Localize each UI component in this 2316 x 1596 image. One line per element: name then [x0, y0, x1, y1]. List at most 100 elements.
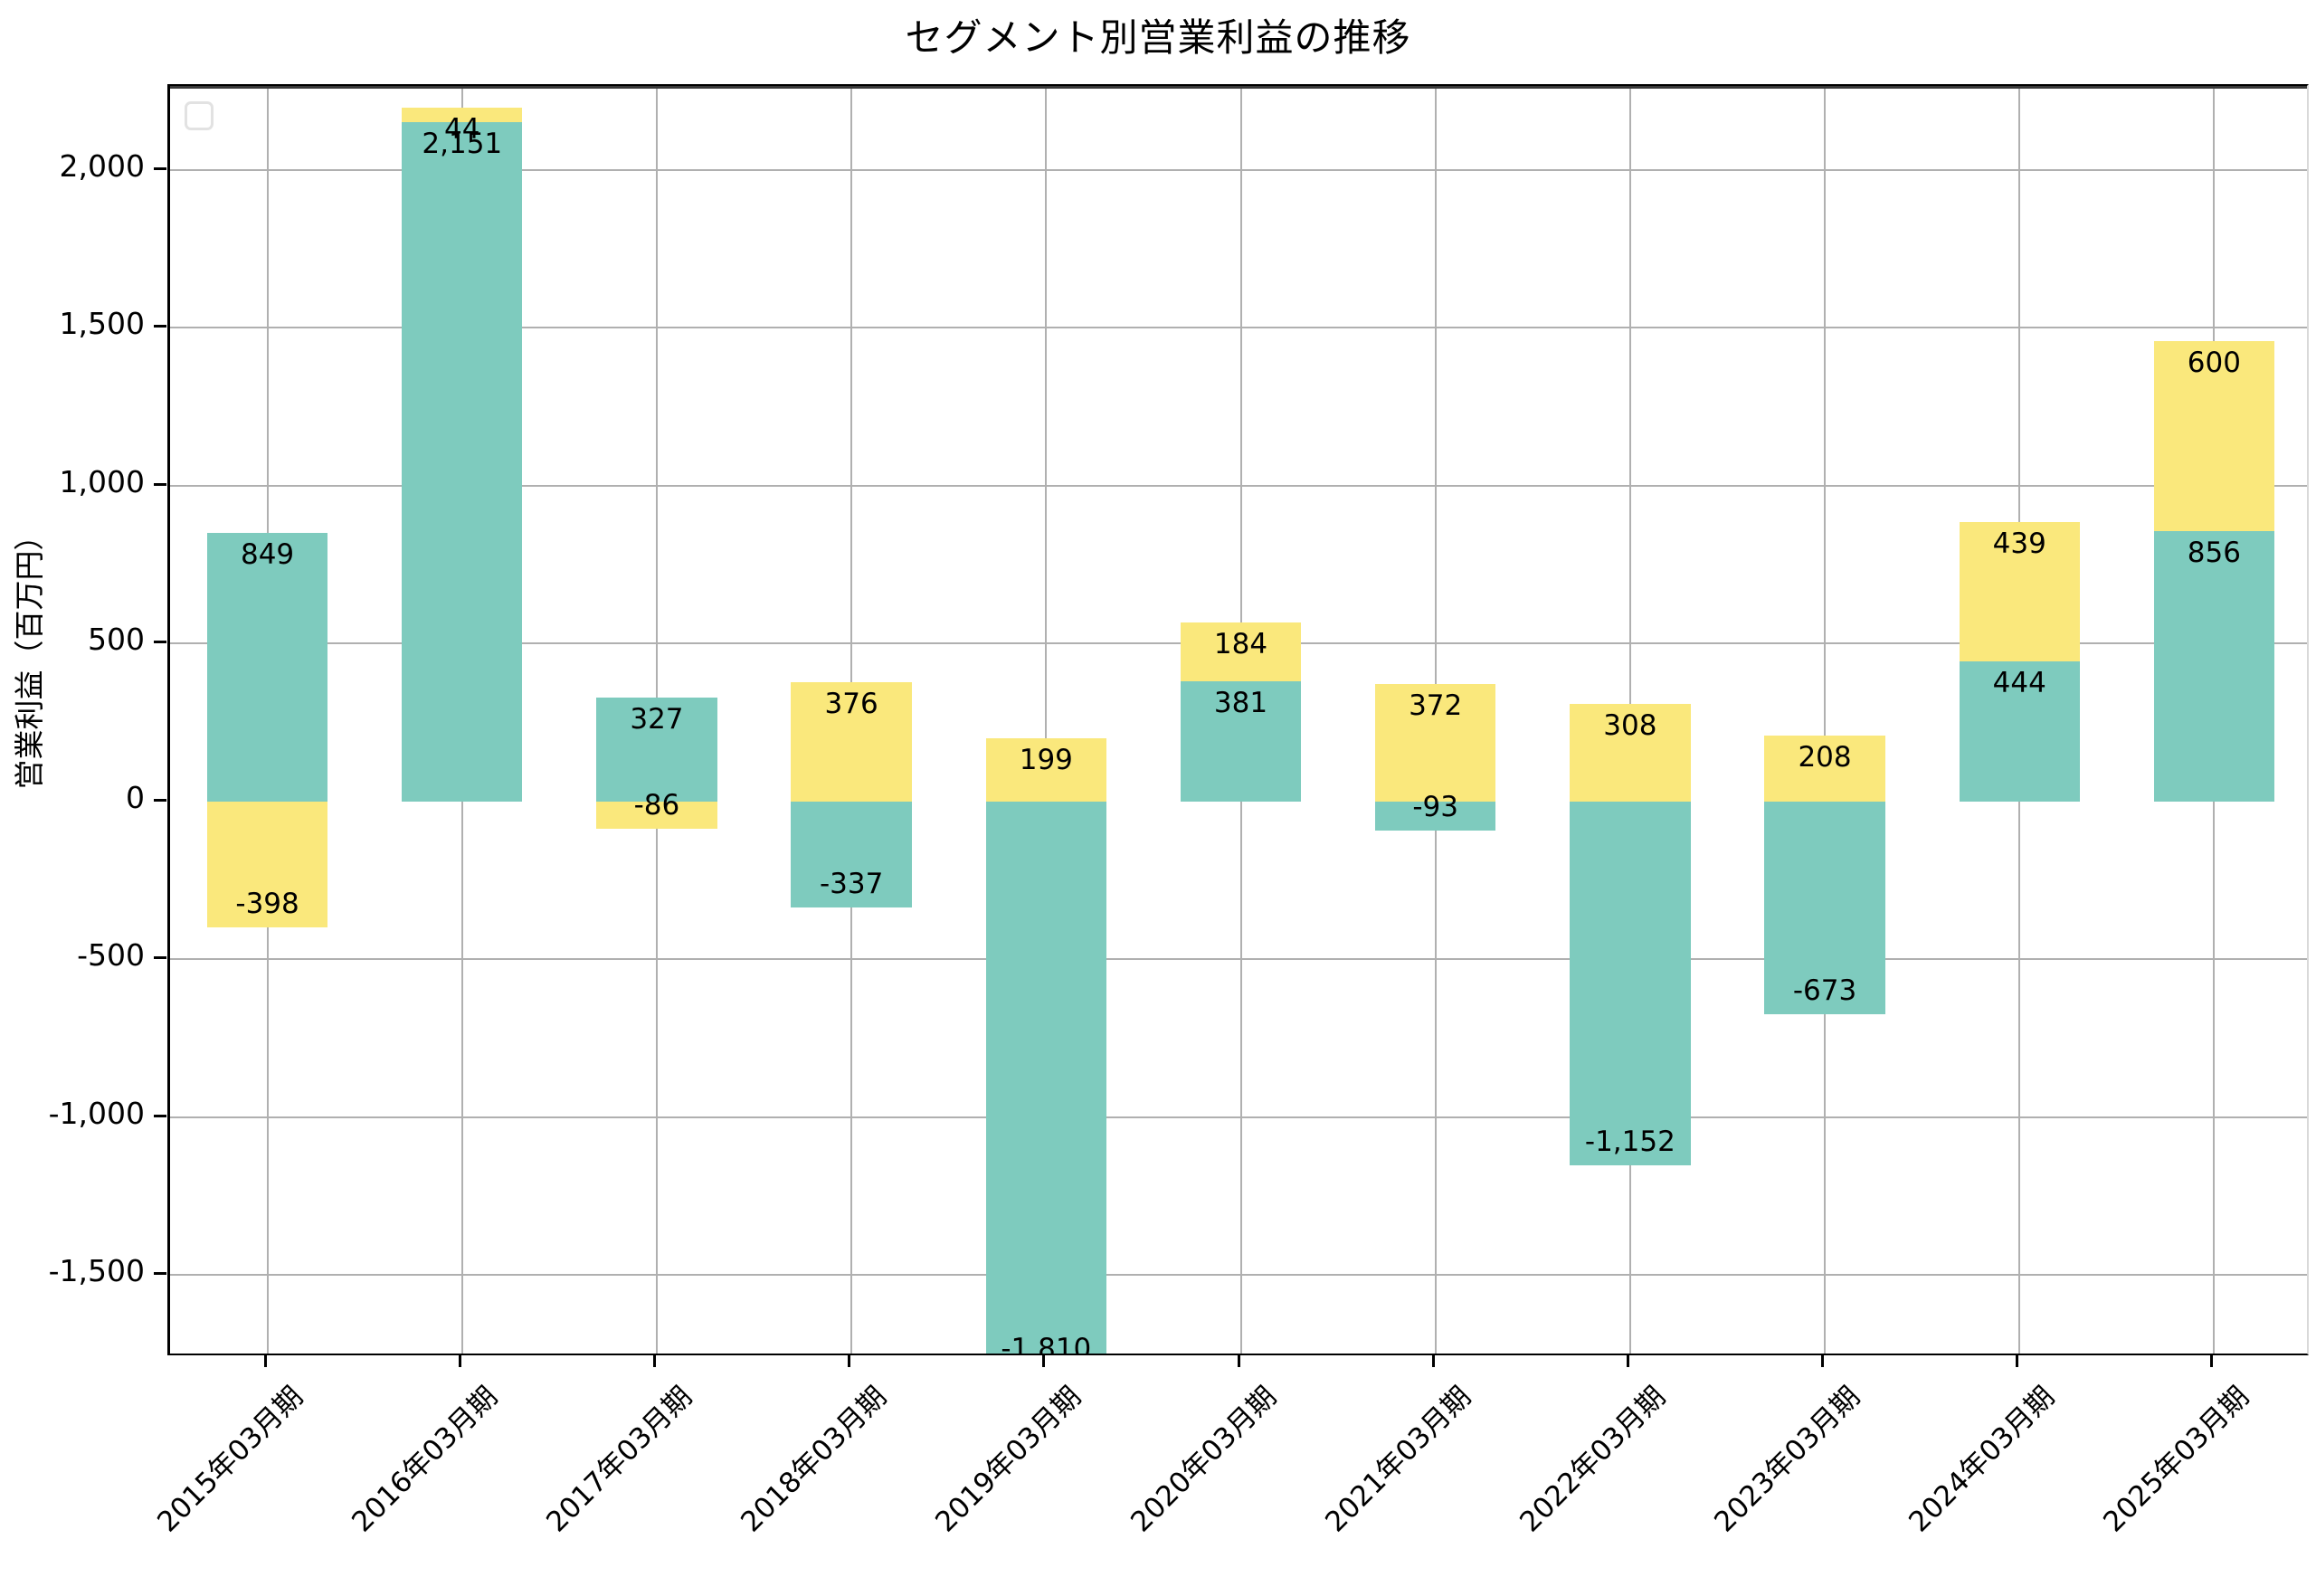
- bar-value-label: -1,810: [1001, 1333, 1092, 1355]
- y-axis-tick-label: -1,500: [48, 1253, 145, 1289]
- x-axis-tick-mark: [848, 1355, 851, 1367]
- gridline-vertical: [1824, 86, 1827, 1354]
- bar-segment[interactable]: [1959, 660, 2080, 802]
- bar-segment[interactable]: [1374, 683, 1496, 802]
- bar-value-label: -673: [1792, 974, 1857, 1007]
- bar-value-label: 327: [630, 703, 684, 736]
- x-axis-tick-label: 2019年03月期: [929, 1380, 1088, 1539]
- x-axis-tick-mark: [458, 1355, 461, 1367]
- bar-value-label: -86: [633, 788, 680, 822]
- bar-value-label: 444: [1992, 666, 2046, 699]
- bar-value-label: 308: [1603, 709, 1657, 743]
- gridline-horizontal: [170, 168, 2307, 171]
- bar-group[interactable]: -1,152 308: [1570, 86, 1691, 1354]
- y-axis-tick-label: 1,000: [59, 463, 145, 499]
- x-axis-tick-label: 2025年03月期: [2097, 1380, 2256, 1539]
- bar-segment[interactable]: [1570, 704, 1691, 802]
- gridline-horizontal: [170, 1116, 2307, 1118]
- bar-value-label: 44: [444, 113, 480, 147]
- y-axis-tick-label: 500: [88, 622, 145, 658]
- bar-segment[interactable]: [985, 801, 1107, 1354]
- y-axis-tick-mark: [154, 798, 166, 802]
- y-axis-tick-mark: [154, 641, 166, 644]
- x-axis-tick-label: 2018年03月期: [735, 1380, 894, 1539]
- bar-value-label: 208: [1798, 741, 1852, 774]
- x-axis-tick-mark: [1042, 1355, 1046, 1367]
- x-axis-tick-mark: [1626, 1355, 1629, 1367]
- gridline-vertical: [1045, 86, 1048, 1354]
- bar-segment[interactable]: [596, 698, 717, 802]
- bar-group[interactable]: 856 600: [2153, 86, 2275, 1354]
- y-axis-tick-mark: [154, 956, 166, 960]
- bar-value-label: 439: [1992, 527, 2046, 561]
- bar-group[interactable]: -337 376: [791, 86, 912, 1354]
- bar-segment[interactable]: [206, 801, 328, 927]
- x-axis-tick-label: 2017年03月期: [540, 1380, 699, 1539]
- bar-segment[interactable]: [1180, 622, 1302, 681]
- x-axis-tick-label: 2021年03月期: [1318, 1380, 1477, 1539]
- x-axis-tick-mark: [1237, 1355, 1240, 1367]
- bar-value-label: 184: [1213, 628, 1268, 661]
- x-axis-tick-mark: [1821, 1355, 1825, 1367]
- bar-value-label: -337: [819, 868, 884, 901]
- bar-value-label: 372: [1409, 689, 1463, 722]
- bar-segment[interactable]: [1570, 801, 1691, 1165]
- bar-value-label: -398: [235, 887, 299, 920]
- bar-segment[interactable]: [791, 801, 912, 908]
- bar-group[interactable]: 849 -398: [206, 86, 328, 1354]
- x-axis-tick-mark: [2016, 1355, 2019, 1367]
- bar-value-label: 199: [1019, 744, 1073, 777]
- x-axis-tick-label: 2020年03月期: [1124, 1380, 1283, 1539]
- bar-group[interactable]: -1,810 199: [985, 86, 1107, 1355]
- bar-group[interactable]: 444 439: [1959, 86, 2080, 1354]
- bar-segment[interactable]: [1374, 801, 1496, 831]
- bar-value-label: 849: [240, 538, 295, 572]
- bar-segment[interactable]: [402, 121, 523, 802]
- y-axis-tick-label: -500: [77, 937, 145, 974]
- gridline-horizontal: [170, 958, 2307, 961]
- x-axis-tick-label: 2016年03月期: [345, 1380, 504, 1539]
- legend-placeholder-box[interactable]: [185, 101, 214, 130]
- gridline-horizontal: [170, 484, 2307, 487]
- x-axis-tick-label: 2015年03月期: [150, 1380, 309, 1539]
- y-axis-tick-mark: [154, 166, 166, 170]
- zero-baseline: [170, 86, 2307, 89]
- bar-segment[interactable]: [791, 682, 912, 802]
- gridline-horizontal: [170, 1274, 2307, 1277]
- gridline-horizontal: [170, 327, 2307, 329]
- x-axis-tick-mark: [652, 1355, 656, 1367]
- bar-segment[interactable]: [1764, 801, 1885, 1014]
- bar-group[interactable]: 2,151 44: [402, 86, 523, 1354]
- bar-group[interactable]: -93 372: [1374, 86, 1496, 1354]
- x-axis-tick-label: 2023年03月期: [1708, 1380, 1867, 1539]
- bar-value-label: -93: [1412, 791, 1458, 824]
- y-axis-tick-label: 2,000: [59, 147, 145, 184]
- bar-value-label: 376: [824, 688, 878, 721]
- bar-segment[interactable]: [1180, 680, 1302, 802]
- bar-segment[interactable]: [596, 801, 717, 829]
- bar-group[interactable]: -673 208: [1764, 86, 1885, 1354]
- y-axis-tick-mark: [154, 1114, 166, 1117]
- y-axis-tick-mark: [154, 325, 166, 328]
- x-axis-tick-label: 2022年03月期: [1514, 1380, 1672, 1539]
- bar-group[interactable]: 381 184: [1180, 86, 1302, 1354]
- bar-value-label: 856: [2187, 536, 2241, 569]
- bar-segment[interactable]: [1764, 736, 1885, 802]
- x-axis-tick-mark: [263, 1355, 267, 1367]
- y-axis-tick-label: -1,000: [48, 1095, 145, 1131]
- bar-segment[interactable]: [1959, 522, 2080, 661]
- y-axis-tick-label: 1,500: [59, 306, 145, 342]
- bar-group[interactable]: 327 -86: [596, 86, 717, 1354]
- bar-value-label: -1,152: [1584, 1125, 1675, 1158]
- x-axis-tick-mark: [2210, 1355, 2214, 1367]
- bar-value-label: 600: [2187, 347, 2241, 380]
- bar-segment[interactable]: [206, 533, 328, 802]
- bar-segment[interactable]: [2153, 530, 2275, 802]
- y-axis-tick-label: 0: [126, 779, 145, 815]
- bar-segment[interactable]: [985, 738, 1107, 802]
- bar-segment[interactable]: [402, 108, 523, 122]
- bar-value-label: 381: [1213, 686, 1268, 719]
- chart-title: セグメント別営業利益の推移: [905, 15, 1411, 60]
- y-axis-tick-mark: [154, 1272, 166, 1276]
- bar-segment[interactable]: [2153, 341, 2275, 531]
